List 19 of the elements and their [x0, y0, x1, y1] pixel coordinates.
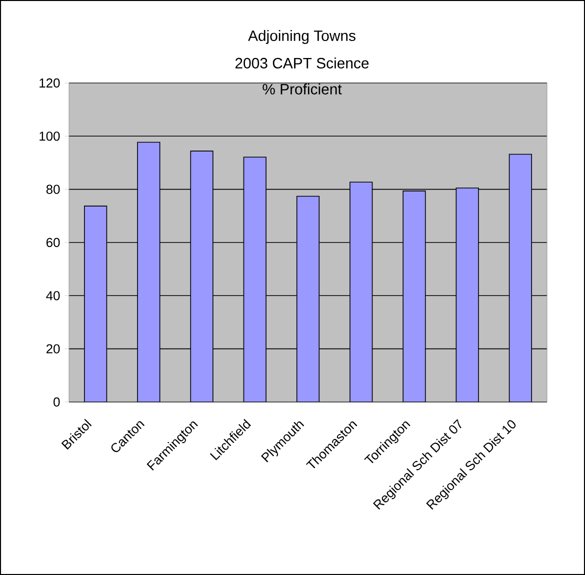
chart-subtitle: 2003 CAPT Science: [235, 57, 369, 68]
y-tick-label: 100: [40, 132, 60, 141]
bar: [508, 154, 532, 402]
bar: [350, 182, 373, 402]
bar: [402, 190, 426, 402]
chart-title: Adjoining Towns: [248, 30, 356, 44]
annotation: % Proficient: [262, 83, 342, 94]
y-tick-label: 60: [46, 238, 60, 248]
bar: [296, 196, 320, 402]
y-tick-label: 120: [40, 78, 60, 88]
bar: [190, 150, 214, 402]
bar: [84, 206, 108, 402]
y-tick-label: 0: [54, 397, 60, 407]
bar: [456, 188, 479, 402]
bar: [243, 156, 266, 402]
y-tick-label: 80: [46, 184, 60, 194]
y-tick-label: 40: [46, 291, 60, 300]
y-tick-label: 20: [46, 344, 60, 354]
bar: [137, 142, 160, 402]
